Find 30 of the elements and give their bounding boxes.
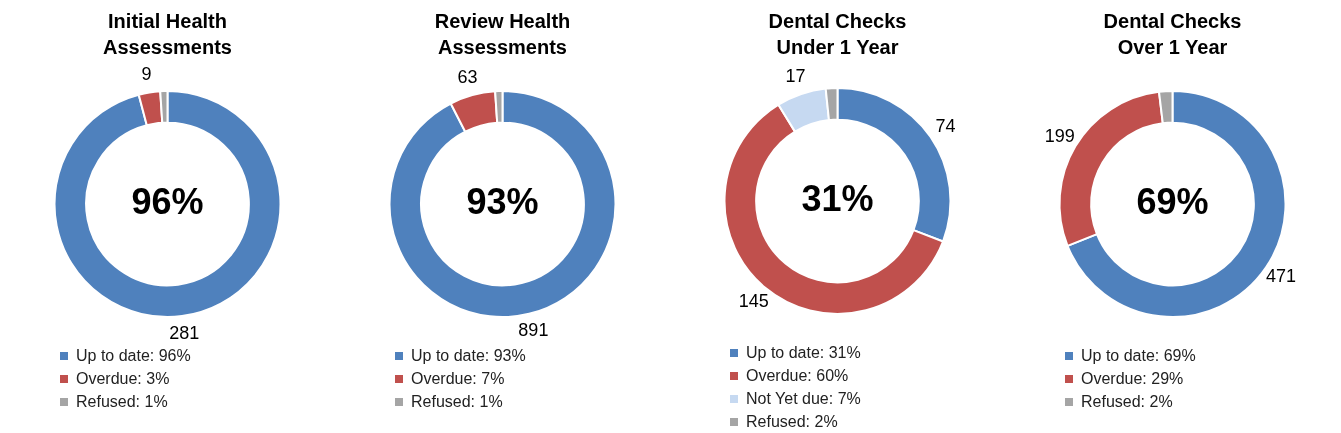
legend-label: Refused: 1% bbox=[411, 392, 503, 411]
text: 69% bbox=[1136, 180, 1209, 222]
legend-label: Up to date: 69% bbox=[1081, 346, 1196, 365]
data-label: 63 bbox=[457, 66, 478, 87]
data-label: 145 bbox=[738, 290, 769, 311]
data-label: 891 bbox=[518, 320, 549, 341]
legend-label: Up to date: 31% bbox=[746, 343, 861, 362]
text: 93% bbox=[466, 180, 539, 222]
data-label: 9 bbox=[141, 63, 152, 84]
text: 31% bbox=[801, 177, 874, 219]
chart-title: Dental Checks Under 1 Year bbox=[767, 9, 908, 60]
text: 96% bbox=[131, 180, 204, 222]
legend-label: Overdue: 7% bbox=[411, 369, 505, 388]
legend-label: Overdue: 29% bbox=[1081, 369, 1184, 388]
legend-label: Overdue: 60% bbox=[746, 366, 849, 385]
legend-label: Not Yet due: 7% bbox=[746, 389, 861, 408]
legend-label: Up to date: 96% bbox=[76, 346, 191, 365]
chart-title: Dental Checks Over 1 Year bbox=[1102, 9, 1243, 60]
legend-label: Overdue: 3% bbox=[76, 369, 170, 388]
legend-label: Refused: 2% bbox=[1081, 392, 1173, 411]
chart-title: Initial Health Assessments bbox=[102, 9, 233, 60]
legend-label: Refused: 1% bbox=[76, 392, 168, 411]
data-label: 471 bbox=[1265, 266, 1296, 287]
legend-label: Refused: 2% bbox=[746, 412, 838, 431]
data-label: 74 bbox=[935, 115, 956, 136]
chart-title: Review Health Assessments bbox=[433, 9, 572, 60]
data-label: 199 bbox=[1044, 126, 1075, 147]
data-label: 17 bbox=[785, 65, 806, 86]
data-label: 281 bbox=[169, 322, 200, 343]
legend-label: Up to date: 93% bbox=[411, 346, 526, 365]
